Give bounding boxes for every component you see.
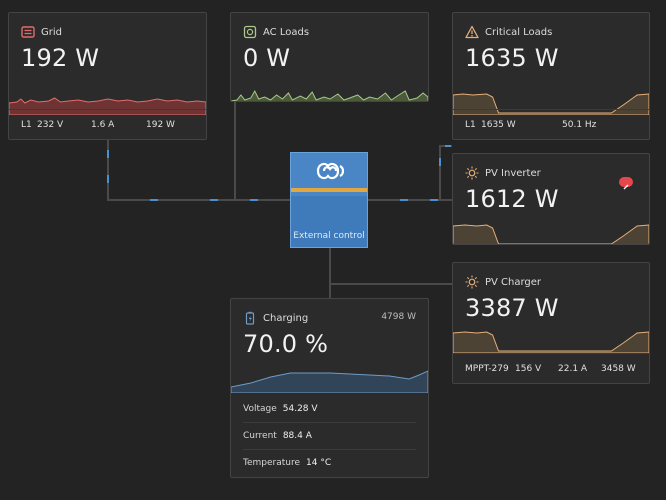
critical-loads-card[interactable]: Critical Loads 1635 W L1 1635 W 50.1 Hz [452,12,650,140]
inverter-box[interactable]: External control [290,152,368,248]
grid-wire [107,140,290,201]
ac-loads-power-value: 0 W [243,44,291,72]
grid-current: 1.6 A [91,120,115,130]
grid-phase: L1 [21,120,32,130]
pv-charger-name: MPPT-279 [465,364,509,374]
pv-inverter-card-title: PV Inverter [485,167,541,179]
plug-icon [243,25,257,39]
battery-soc-value: 70.0 % [243,330,329,358]
grid-power-value: 192 W [21,44,100,72]
grid-card[interactable]: Grid 192 W L1 232 V 1.6 A 192 W [8,12,207,140]
alert-badge[interactable] [619,177,633,190]
inverter-label: External control [293,231,365,241]
battery-voltage-value: 54.28 V [282,404,318,414]
critical-loads-footer: L1 1635 W 50.1 Hz [453,109,649,139]
battery-current-row: Current 88.4 A [243,423,416,450]
battery-card-header: Charging [243,310,308,326]
battery-current-value: 88.4 A [282,431,312,441]
critical-loads-card-title: Critical Loads [485,26,553,38]
battery-temperature-label: Temperature [243,458,301,468]
critical-loads-wire [368,145,452,201]
battery-card-title: Charging [263,312,309,324]
critical-loads-power-value: 1635 W [465,44,559,72]
ac-loads-card-title: AC Loads [263,26,310,38]
grid-meter-icon [21,25,35,39]
pv-charger-footer-power: 3458 W [601,364,636,374]
battery-sparkline [231,370,428,393]
victron-logo [316,162,345,180]
pv-charger-power-value: 3387 W [465,294,559,322]
battery-temperature-row: Temperature 14 °C [243,450,416,476]
critical-loads-sparkline [453,93,649,115]
battery-temperature-value: 14 °C [306,458,332,468]
grid-footer: L1 232 V 1.6 A 192 W [9,109,206,139]
warning-icon [465,25,479,39]
pv-charger-card-header: PV Charger [465,274,541,290]
sun-icon [465,275,479,289]
battery-current-label: Current [243,431,277,441]
grid-sparkline [9,97,206,115]
battery-card[interactable]: Charging 4798 W 70.0 % Voltage 54.28 V C… [230,298,429,478]
pv-charger-card-title: PV Charger [485,276,542,288]
inverter-accent-stripe [291,188,367,192]
ac-loads-card-header: AC Loads [243,24,309,40]
pv-charger-voltage: 156 V [515,364,542,374]
sun-icon [465,166,479,180]
pv-inverter-card-header: PV Inverter [465,165,541,181]
ac-loads-card[interactable]: AC Loads 0 W [230,12,429,102]
inverter-panel [291,196,367,247]
battery-voltage-label: Voltage [243,404,277,414]
pv-charger-sparkline [453,331,649,353]
grid-footer-power: 192 W [146,120,175,130]
ac-loads-sparkline [231,89,428,101]
pv-inverter-sparkline [453,224,649,244]
battery-power: 4798 W [381,312,416,322]
pv-inverter-power-value: 1612 W [465,185,559,213]
grid-card-title: Grid [41,26,62,38]
grid-card-header: Grid [21,24,62,40]
pv-charger-footer: MPPT-279 156 V 22.1 A 3458 W [453,353,649,383]
critical-loads-card-header: Critical Loads [465,24,552,40]
pv-charger-current: 22.1 A [558,364,588,374]
critical-loads-footer-power: 1635 W [481,120,516,130]
grid-voltage: 232 V [37,120,64,130]
pv-inverter-card[interactable]: PV Inverter 1612 W [452,153,650,245]
pv-charger-card[interactable]: PV Charger 3387 W MPPT-279 156 V 22.1 A … [452,262,650,384]
critical-loads-phase: L1 [465,120,476,130]
critical-loads-frequency: 50.1 Hz [562,120,597,130]
battery-voltage-row: Voltage 54.28 V [243,396,416,423]
battery-icon [243,311,257,325]
battery-details: Voltage 54.28 V Current 88.4 A Temperatu… [243,396,416,476]
